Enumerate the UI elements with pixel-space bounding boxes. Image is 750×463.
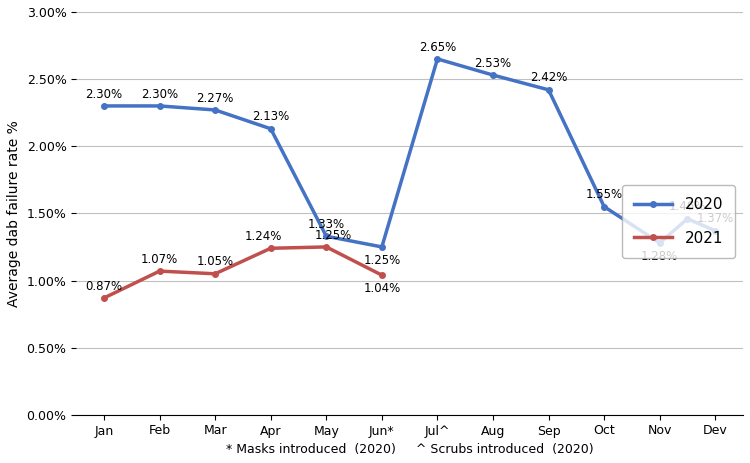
2021	[266, 245, 275, 251]
Line: 2020: 2020	[101, 56, 718, 250]
Text: 1.07%: 1.07%	[141, 253, 178, 266]
2020	[433, 56, 442, 62]
2020	[377, 244, 386, 250]
Text: 1.28%: 1.28%	[641, 250, 678, 263]
Text: 2.53%: 2.53%	[475, 57, 512, 70]
Text: 2.13%: 2.13%	[252, 111, 290, 124]
Text: 1.55%: 1.55%	[586, 188, 622, 201]
Legend: 2020, 2021: 2020, 2021	[622, 185, 736, 258]
Text: 2.30%: 2.30%	[141, 88, 178, 100]
Text: 1.24%: 1.24%	[245, 230, 283, 243]
2020	[322, 233, 331, 239]
Text: 1.37%: 1.37%	[697, 213, 734, 225]
2021	[322, 244, 331, 250]
2020	[488, 72, 497, 78]
2020	[683, 216, 692, 221]
Text: 1.05%: 1.05%	[196, 256, 234, 269]
Text: 2.27%: 2.27%	[196, 92, 234, 105]
2021	[211, 271, 220, 276]
Text: 1.04%: 1.04%	[363, 282, 401, 295]
Line: 2021: 2021	[101, 244, 385, 301]
2020	[155, 103, 164, 109]
2020	[211, 107, 220, 113]
X-axis label: * Masks introduced  (2020)     ^ Scrubs introduced  (2020): * Masks introduced (2020) ^ Scrubs intro…	[226, 443, 593, 456]
2020	[544, 87, 553, 93]
Text: 1.46%: 1.46%	[669, 200, 706, 213]
2020	[266, 126, 275, 131]
2020	[600, 204, 609, 209]
2021	[155, 269, 164, 274]
2020	[100, 103, 109, 109]
Text: 1.33%: 1.33%	[308, 218, 345, 231]
Text: 1.25%: 1.25%	[363, 254, 401, 267]
2021	[377, 272, 386, 278]
Text: 1.25%: 1.25%	[314, 229, 352, 242]
Text: 2.30%: 2.30%	[86, 88, 122, 100]
2021	[100, 295, 109, 301]
Text: 2.42%: 2.42%	[530, 71, 567, 84]
2020	[656, 240, 664, 246]
Text: 0.87%: 0.87%	[86, 280, 122, 293]
Text: 2.65%: 2.65%	[419, 41, 456, 54]
2020	[711, 228, 720, 234]
Y-axis label: Average dab failure rate %: Average dab failure rate %	[7, 120, 21, 307]
